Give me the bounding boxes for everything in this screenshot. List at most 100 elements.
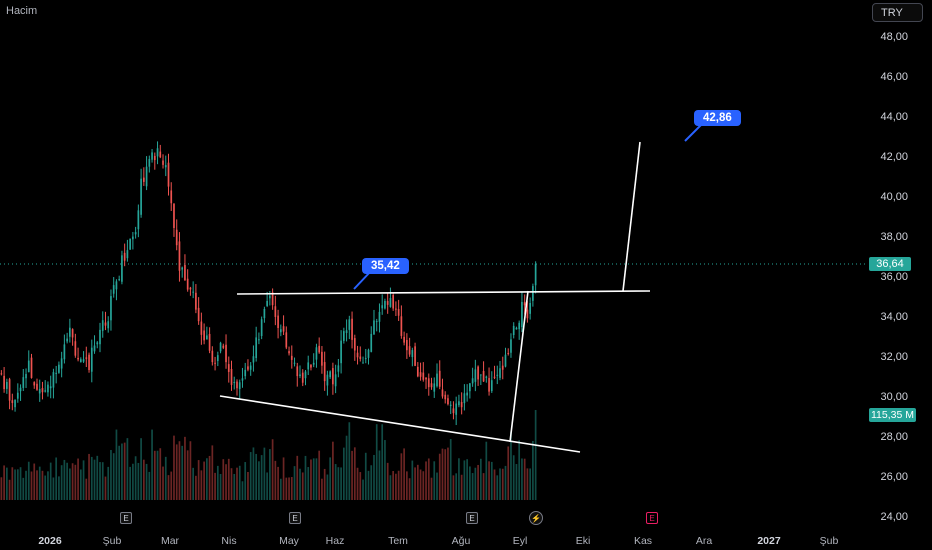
candle-body <box>449 404 452 406</box>
volume-bar <box>186 450 189 500</box>
breakout-callout[interactable]: 35,42 <box>362 258 409 274</box>
candle-body <box>90 347 93 372</box>
volume-bar <box>449 439 452 500</box>
resistance-line[interactable] <box>236 290 651 295</box>
candle-body <box>96 342 99 345</box>
y-tick-label: 28,00 <box>880 431 908 443</box>
volume-bar <box>323 468 326 500</box>
volume-bar <box>485 441 488 500</box>
candle-body <box>123 252 126 261</box>
future-earnings-icon[interactable]: E <box>646 512 658 524</box>
volume-bar <box>447 447 449 500</box>
target-callout[interactable]: 42,86 <box>694 110 741 126</box>
candle-body <box>400 316 403 336</box>
candle-body <box>189 287 192 290</box>
volume-bar <box>479 458 482 500</box>
candle-body <box>55 372 58 374</box>
candle-body <box>504 354 507 367</box>
volume-bar <box>162 466 164 500</box>
volume-bar <box>416 464 419 500</box>
candle-body <box>25 374 27 379</box>
candle-body <box>482 371 485 382</box>
volume-bar <box>441 448 444 500</box>
volume-bar <box>392 470 395 500</box>
currency-button[interactable]: TRY <box>872 3 923 22</box>
candle-body <box>326 374 329 386</box>
volume-bar <box>471 473 474 500</box>
candle-body <box>277 315 279 328</box>
y-tick-label: 24,00 <box>880 511 908 523</box>
volume-bar <box>137 462 140 500</box>
candle-body <box>353 338 356 351</box>
earnings-event-icon[interactable]: E <box>289 512 301 524</box>
candle-body <box>290 355 293 360</box>
volume-bar <box>288 477 290 500</box>
candle-body <box>288 351 290 354</box>
x-tick-label: May <box>279 535 299 547</box>
volume-bar <box>164 456 167 500</box>
volume-bar <box>474 467 477 500</box>
earnings-event-icon[interactable]: E <box>466 512 478 524</box>
candle-body <box>367 349 370 358</box>
volume-bar <box>27 461 30 500</box>
volume-bar <box>71 463 74 500</box>
volume-bar <box>189 441 192 500</box>
candle-body <box>285 332 288 348</box>
candle-body <box>36 383 38 390</box>
candle-body <box>384 300 386 309</box>
candle-body <box>307 362 310 370</box>
y-tick-label: 42,00 <box>880 151 908 163</box>
volume-bar <box>200 470 203 500</box>
candle-body <box>233 382 236 384</box>
y-tick-label: 32,00 <box>880 351 908 363</box>
volume-bar <box>227 458 230 500</box>
candle-body <box>79 359 82 363</box>
volume-bar <box>14 469 16 500</box>
x-tick-label: 2027 <box>757 535 781 547</box>
support-line[interactable] <box>219 395 581 453</box>
candle-body <box>419 372 422 377</box>
x-tick-label: Tem <box>388 535 408 547</box>
volume-bar <box>285 477 288 500</box>
candle-body <box>178 241 181 271</box>
candle-body <box>315 347 318 360</box>
volume-bar <box>230 468 233 500</box>
y-tick-label: 38,00 <box>880 231 908 243</box>
candle-body <box>8 379 11 401</box>
candle-body <box>211 350 214 363</box>
candle-body <box>301 372 304 383</box>
volume-bar <box>400 453 403 500</box>
volume-bar <box>469 466 471 500</box>
volume-bar <box>170 471 173 500</box>
volume-bar <box>397 470 400 500</box>
candle-body <box>496 374 499 376</box>
candle-body <box>263 308 266 319</box>
volume-bar <box>49 462 52 500</box>
flagpole-line[interactable] <box>509 290 529 443</box>
volume-bar <box>66 462 68 500</box>
candle-body <box>455 403 458 415</box>
candle-body <box>222 345 225 348</box>
earnings-event-icon[interactable]: E <box>120 512 132 524</box>
candle-body <box>370 333 373 352</box>
volume-bar <box>82 460 85 500</box>
volume-bar <box>63 459 66 500</box>
volume-bar <box>99 462 101 500</box>
volume-bar <box>112 453 115 500</box>
candle-body <box>318 345 321 353</box>
volume-bar <box>0 477 3 500</box>
candle-body <box>310 364 312 368</box>
volume-bar <box>430 477 433 500</box>
volume-bar <box>181 445 184 500</box>
pattern-drawings[interactable] <box>219 141 651 453</box>
candle-body <box>282 326 285 332</box>
target-projection-line[interactable] <box>622 141 641 292</box>
dividend-event-icon[interactable]: ⚡ <box>529 511 543 525</box>
volume-bar <box>518 440 521 500</box>
candle-body <box>364 358 367 360</box>
volume-bar <box>233 473 236 500</box>
volume-bar <box>69 468 71 500</box>
candle-body <box>16 392 19 399</box>
candle-body <box>38 389 41 394</box>
